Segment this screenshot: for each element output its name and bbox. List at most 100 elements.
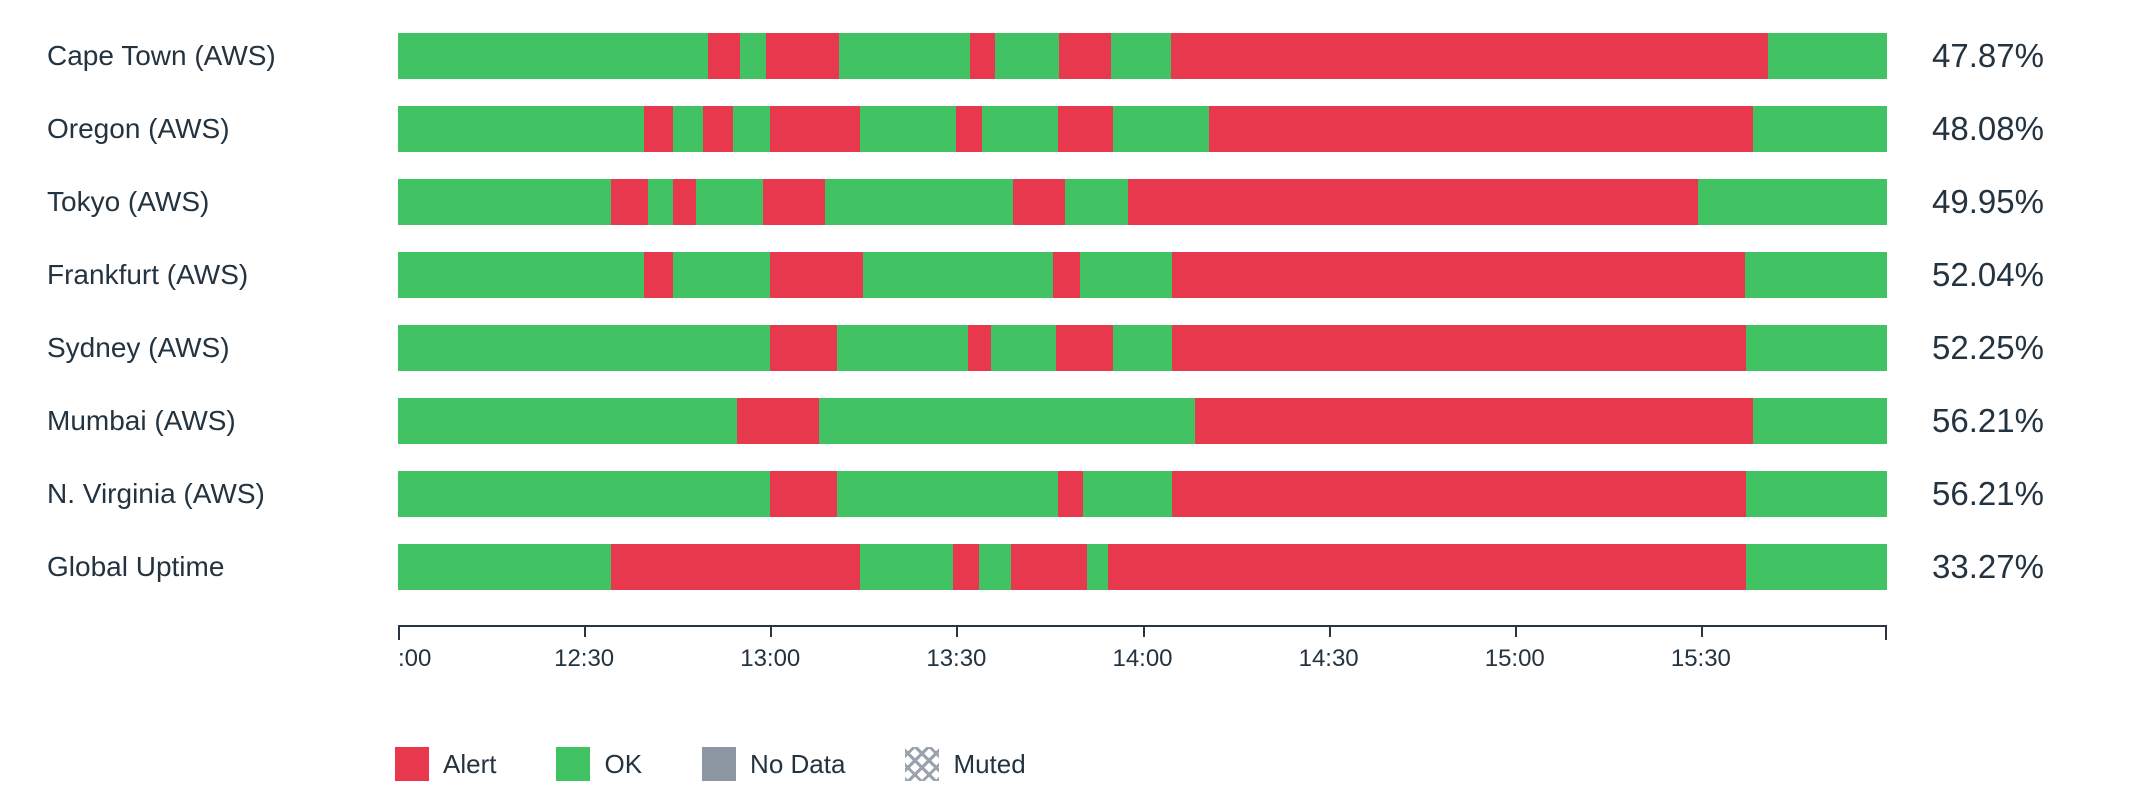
status-segment-ok[interactable] <box>838 33 970 79</box>
status-segment-alert[interactable] <box>765 33 839 79</box>
status-segment-ok[interactable] <box>1065 179 1128 225</box>
status-segment-ok[interactable] <box>398 106 644 152</box>
status-segment-alert[interactable] <box>643 252 674 298</box>
status-segment-ok[interactable] <box>1745 252 1887 298</box>
status-segment-alert[interactable] <box>610 179 649 225</box>
status-segment-alert[interactable] <box>643 106 674 152</box>
status-segment-ok[interactable] <box>990 325 1057 371</box>
status-segment-alert[interactable] <box>968 325 991 371</box>
status-bar[interactable] <box>398 471 1887 517</box>
status-segment-ok[interactable] <box>1752 398 1887 444</box>
status-segment-ok[interactable] <box>673 252 771 298</box>
status-segment-ok[interactable] <box>648 179 674 225</box>
status-segment-alert[interactable] <box>737 398 820 444</box>
legend-item-muted[interactable]: Muted <box>905 747 1026 781</box>
status-segment-alert[interactable] <box>770 252 863 298</box>
status-segment-ok[interactable] <box>673 106 704 152</box>
status-segment-ok[interactable] <box>398 544 611 590</box>
status-segment-ok[interactable] <box>398 325 771 371</box>
status-segment-ok[interactable] <box>837 325 969 371</box>
status-segment-ok[interactable] <box>1079 252 1173 298</box>
time-axis: :00 12:30 13:00 13:30 14:00 14:30 15:00 15:30 <box>398 625 1887 675</box>
status-segment-alert[interactable] <box>1194 398 1753 444</box>
status-segment-ok[interactable] <box>981 106 1058 152</box>
status-segment-alert[interactable] <box>770 106 860 152</box>
status-segment-ok[interactable] <box>1745 325 1887 371</box>
status-segment-ok[interactable] <box>398 252 644 298</box>
status-segment-alert[interactable] <box>1127 179 1698 225</box>
status-segment-ok[interactable] <box>398 398 738 444</box>
status-segment-alert[interactable] <box>762 179 826 225</box>
status-segment-ok[interactable] <box>1767 33 1887 79</box>
status-segment-ok[interactable] <box>1087 544 1109 590</box>
status-segment-ok[interactable] <box>398 179 611 225</box>
legend-swatch-muted-icon <box>905 747 940 781</box>
status-segment-ok[interactable] <box>740 33 766 79</box>
status-bar[interactable] <box>398 544 1887 590</box>
status-segment-ok[interactable] <box>1752 106 1887 152</box>
status-segment-alert[interactable] <box>956 106 982 152</box>
status-segment-alert[interactable] <box>1011 544 1088 590</box>
status-segment-ok[interactable] <box>862 252 1054 298</box>
status-segment-alert[interactable] <box>770 325 838 371</box>
status-segment-alert[interactable] <box>1053 252 1080 298</box>
status-segment-ok[interactable] <box>825 179 1013 225</box>
status-segment-alert[interactable] <box>1059 33 1112 79</box>
status-segment-alert[interactable] <box>1012 179 1066 225</box>
status-bar[interactable] <box>398 252 1887 298</box>
status-segment-alert[interactable] <box>1170 33 1768 79</box>
status-bar[interactable] <box>398 398 1887 444</box>
status-segment-alert[interactable] <box>707 33 741 79</box>
status-segment-alert[interactable] <box>1108 544 1746 590</box>
status-bar[interactable] <box>398 325 1887 371</box>
status-segment-ok[interactable] <box>398 471 771 517</box>
status-segment-ok[interactable] <box>837 471 1058 517</box>
row-label: Sydney (AWS) <box>47 332 230 363</box>
status-segment-alert[interactable] <box>1057 471 1083 517</box>
legend-item-ok[interactable]: OK <box>556 747 642 781</box>
axis-tick-label: :00 <box>398 645 432 672</box>
status-segment-ok[interactable] <box>1112 106 1210 152</box>
status-segment-ok[interactable] <box>1697 179 1887 225</box>
status-segment-alert[interactable] <box>953 544 979 590</box>
legend-swatch-no-data-icon <box>702 747 737 781</box>
status-bar[interactable] <box>398 106 1887 152</box>
status-bar[interactable] <box>398 179 1887 225</box>
uptime-value: 56.21% <box>1932 475 2044 512</box>
status-segment-ok[interactable] <box>859 106 957 152</box>
status-segment-alert[interactable] <box>1056 325 1113 371</box>
status-bar[interactable] <box>398 33 1887 79</box>
status-segment-ok[interactable] <box>1745 544 1887 590</box>
time-axis-line <box>398 625 1887 640</box>
status-segment-alert[interactable] <box>1057 106 1113 152</box>
status-row: Oregon (AWS) 48.08% <box>0 106 2134 152</box>
status-segment-alert[interactable] <box>770 471 838 517</box>
status-segment-alert[interactable] <box>1172 252 1746 298</box>
status-segment-ok[interactable] <box>819 398 1195 444</box>
axis-tick-label: 14:30 <box>1298 645 1359 672</box>
status-segment-ok[interactable] <box>1082 471 1173 517</box>
status-segment-alert[interactable] <box>1172 471 1746 517</box>
status-segment-ok[interactable] <box>859 544 954 590</box>
status-segment-ok[interactable] <box>978 544 1012 590</box>
status-segment-ok[interactable] <box>995 33 1060 79</box>
status-segment-alert[interactable] <box>703 106 733 152</box>
status-segment-alert[interactable] <box>1172 325 1746 371</box>
legend-item-alert[interactable]: Alert <box>395 747 496 781</box>
legend-item-no-data[interactable]: No Data <box>702 747 845 781</box>
status-segment-ok[interactable] <box>398 33 708 79</box>
status-segment-ok[interactable] <box>1112 325 1173 371</box>
status-segment-alert[interactable] <box>969 33 996 79</box>
status-segment-ok[interactable] <box>732 106 771 152</box>
status-segment-ok[interactable] <box>695 179 763 225</box>
status-segment-alert[interactable] <box>1209 106 1753 152</box>
axis-tick <box>584 627 587 637</box>
uptime-value: 52.04% <box>1932 256 2044 293</box>
legend-label: No Data <box>750 748 846 779</box>
status-segment-ok[interactable] <box>1111 33 1171 79</box>
status-segment-ok[interactable] <box>1745 471 1887 517</box>
axis-tick <box>1885 627 1887 640</box>
legend-swatch-alert-icon <box>395 747 429 781</box>
status-segment-alert[interactable] <box>610 544 860 590</box>
status-segment-alert[interactable] <box>673 179 696 225</box>
